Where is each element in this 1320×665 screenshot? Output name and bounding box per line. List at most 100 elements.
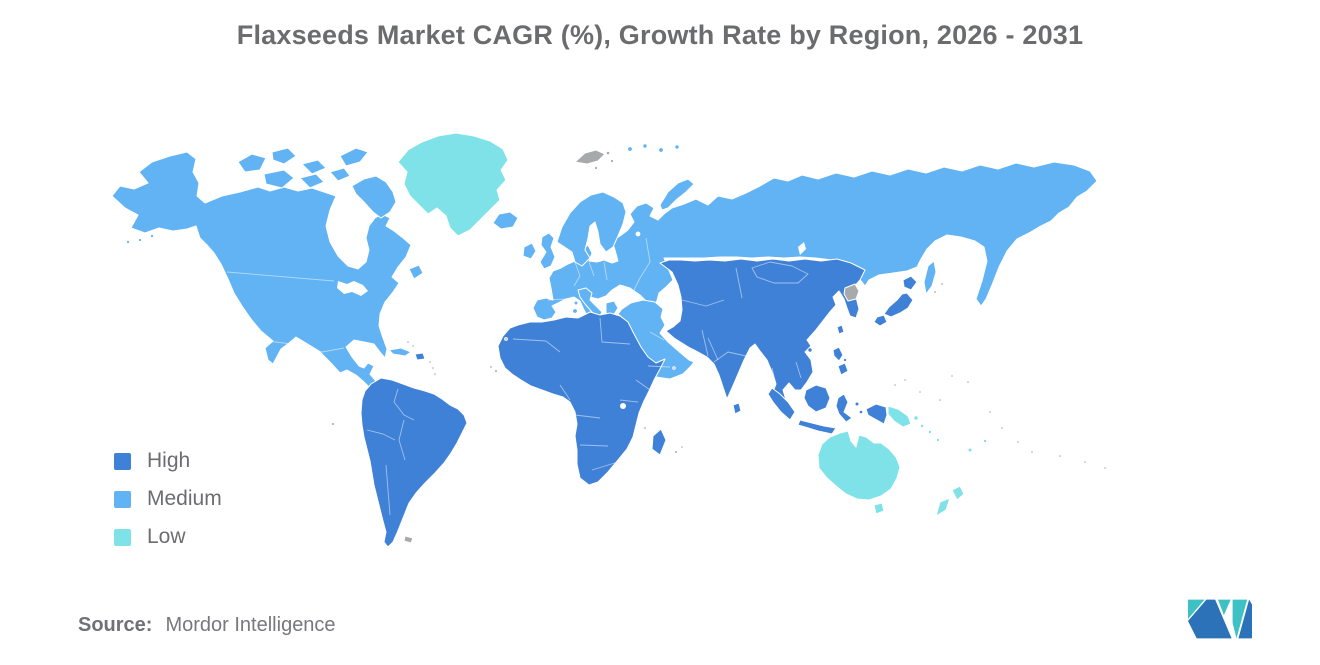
lake-victoria	[620, 403, 626, 409]
map-region-ireland	[522, 242, 537, 260]
map-region-philippines	[837, 362, 849, 376]
map-region-greenland	[397, 132, 509, 237]
map-island-speck	[672, 366, 676, 370]
map-island-speck	[489, 365, 493, 369]
map-region-newfoundland	[408, 264, 424, 280]
legend-label-high: High	[147, 449, 191, 472]
map-island-speck	[918, 390, 922, 394]
map-region-sri-lanka	[732, 402, 742, 415]
map-region-asia-high	[659, 258, 866, 409]
map-region-moluccas	[854, 401, 860, 407]
map-island-speck	[433, 372, 437, 376]
map-island-speck	[504, 337, 508, 341]
map-region-tasmania	[873, 502, 885, 515]
map-region-new-zealand-south	[935, 497, 951, 517]
map-island-speck	[643, 426, 647, 430]
map-island-speck	[1103, 466, 1107, 470]
legend-swatch-low	[114, 528, 131, 546]
logo-teal-right	[1232, 599, 1248, 639]
map-region-solomon-islands	[919, 423, 925, 429]
map-regions-medium	[111, 143, 1098, 393]
map-region-svalbard	[574, 149, 606, 165]
legend-item-low: Low	[114, 525, 222, 548]
map-region-sardinia	[572, 308, 578, 314]
map-island-speck	[1016, 440, 1020, 444]
map-region-arctic-islands	[339, 147, 369, 167]
legend-label-medium: Medium	[147, 487, 222, 510]
source-value: Mordor Intelligence	[165, 614, 336, 636]
map-region-japan-hokkaido	[902, 275, 918, 291]
map-island-speck	[1030, 450, 1034, 454]
map-region-italy	[577, 287, 603, 319]
lake-ladoga	[635, 231, 641, 237]
map-region-franz-josef	[674, 144, 680, 150]
legend-swatch-high	[114, 452, 131, 470]
map-region-scandinavia	[556, 191, 627, 267]
map-island-speck	[933, 290, 937, 294]
map-region-aleutians	[149, 233, 155, 239]
source-line: Source: Mordor Intelligence	[78, 614, 336, 637]
map-region-papua-new-guinea	[887, 405, 912, 428]
map-region-philippines	[832, 346, 844, 362]
map-region-arctic-islands	[299, 173, 325, 189]
map-island-speck	[406, 340, 410, 344]
map-island-speck	[331, 422, 335, 426]
map-region-borneo	[803, 384, 831, 413]
map-island-speck	[494, 369, 498, 373]
source-label: Source:	[78, 614, 153, 636]
map-region-novaya-zemlya	[659, 178, 695, 211]
lake-great-lakes	[337, 281, 368, 296]
mordor-intelligence-logo	[1188, 599, 1252, 639]
map-region-japan-honshu	[883, 292, 914, 318]
map-region-solomon-islands	[927, 429, 933, 435]
map-regions-high	[360, 258, 918, 548]
map-region-moluccas	[858, 409, 864, 415]
map-island-speck	[1083, 460, 1087, 464]
map-region-sakhalin	[923, 260, 937, 295]
map-region-aleutians	[125, 239, 131, 245]
map-region-corsica	[573, 300, 579, 306]
map-region-new-caledonia	[967, 447, 973, 453]
map-island-speck	[903, 378, 907, 382]
map-island-speck	[1000, 426, 1004, 430]
map-country-borders	[226, 237, 809, 516]
map-region-australia	[817, 430, 901, 501]
map-region-fiji	[982, 438, 988, 444]
map-region-united-kingdom	[539, 232, 556, 270]
map-region-north-america	[111, 151, 412, 393]
map-region-cuba	[388, 347, 412, 357]
map-region-franz-josef	[642, 143, 648, 149]
map-regions-low	[397, 132, 988, 517]
map-island-speck	[674, 450, 678, 454]
map-regions-no-data	[331, 149, 1107, 544]
map-region-new-britain	[913, 415, 919, 421]
map-region-madagascar	[651, 428, 667, 456]
map-island-speck	[1058, 454, 1062, 458]
logo-blue-left	[1188, 599, 1232, 639]
map-island-speck	[411, 344, 415, 348]
map-island-speck	[431, 366, 435, 370]
map-region-svalbard	[593, 165, 599, 171]
map-region-philippines	[842, 357, 848, 363]
map-region-iceland	[492, 211, 519, 230]
map-region-java	[797, 419, 837, 435]
map-region-hainan	[807, 347, 813, 353]
map-region-arctic-islands	[271, 147, 297, 165]
map-island-speck	[940, 282, 944, 286]
map-region-svalbard	[609, 158, 615, 164]
map-region-falkland-islands	[403, 535, 414, 544]
logo-blue-right	[1238, 599, 1252, 639]
legend-item-medium: Medium	[114, 487, 222, 510]
map-island-speck	[938, 398, 942, 402]
map-region-hispaniola	[414, 352, 426, 361]
map-island-speck	[988, 410, 992, 414]
map-region-sumatra	[767, 387, 796, 421]
lake-baikal	[798, 242, 806, 255]
map-region-sulawesi	[835, 393, 853, 423]
map-region-vanuatu	[935, 437, 941, 443]
map-region-arctic-islands	[263, 169, 295, 189]
map-region-arctic-islands	[329, 167, 351, 182]
map-region-africa	[497, 311, 666, 486]
legend-label-low: Low	[147, 525, 186, 548]
